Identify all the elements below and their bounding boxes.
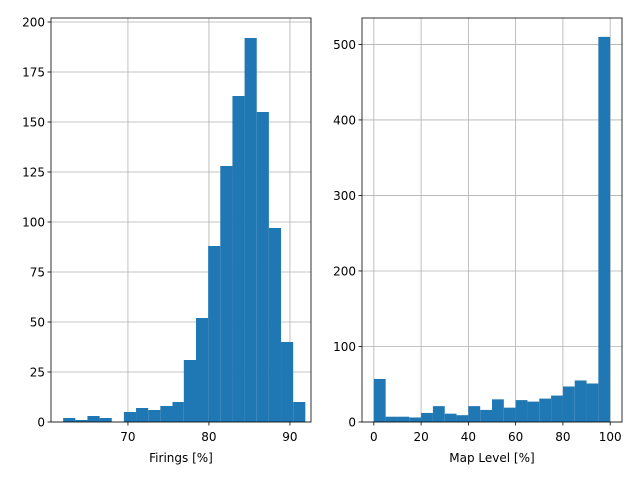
histogram-bar [492, 399, 504, 422]
x-tick-label: 20 [413, 430, 428, 444]
x-axis-label: Map Level [%] [449, 451, 534, 465]
y-tick-label: 100 [333, 340, 356, 354]
histogram-bar [503, 407, 516, 422]
histogram-bar [373, 378, 386, 422]
histogram-bar [208, 246, 221, 422]
histogram-bar [75, 420, 88, 422]
histogram-bar [444, 413, 457, 422]
histogram-bar [281, 342, 294, 422]
histogram-bar [244, 38, 257, 422]
histogram-bar [63, 418, 76, 422]
histogram-bar [397, 416, 410, 422]
y-tick-label: 300 [333, 189, 356, 203]
histogram-bar [456, 415, 469, 422]
histogram-bar [160, 406, 173, 422]
histogram-bar [432, 406, 445, 422]
histogram-bar [123, 412, 137, 422]
axes-frame [50, 17, 312, 423]
histogram-bar [99, 418, 112, 422]
histogram-bar [409, 417, 422, 422]
x-tick-label: 80 [555, 430, 570, 444]
histogram-bar [468, 406, 481, 422]
subplot-1: 70 80 90 0 25 50 75 100 125 150 175 200 Firings [%] [22, 16, 312, 465]
histogram-bar [232, 96, 245, 422]
y-tick-label: 175 [22, 66, 45, 80]
histogram-bar [421, 412, 433, 422]
histogram-bar [527, 401, 540, 422]
x-tick-label: 60 [508, 430, 523, 444]
histogram-bar [562, 386, 575, 422]
histogram-bar [148, 410, 161, 422]
y-tick-label: 200 [22, 16, 45, 30]
y-tick-label: 50 [30, 316, 45, 330]
histogram-bar [480, 409, 492, 422]
histogram-bar [598, 36, 611, 422]
histogram-bar [220, 166, 233, 422]
histogram-bar [268, 228, 282, 422]
x-tick-label: 100 [599, 430, 622, 444]
y-tick-label: 125 [22, 166, 45, 180]
histogram-bar [293, 402, 306, 422]
histogram-bar [87, 416, 100, 422]
x-tick-label: 80 [201, 430, 216, 444]
y-tick-label: 400 [333, 113, 356, 127]
x-tick-label: 0 [370, 430, 378, 444]
y-tick-label: 0 [37, 416, 45, 430]
histogram-bar [256, 112, 269, 422]
histogram-bar [515, 400, 528, 422]
x-tick-label: 90 [282, 430, 297, 444]
y-tick-label: 100 [22, 216, 45, 230]
histogram-bar [172, 402, 184, 422]
histogram-bar [551, 395, 563, 422]
y-tick-label: 200 [333, 264, 356, 278]
x-axis-label: Firings [%] [149, 451, 213, 465]
y-tick-label: 150 [22, 116, 45, 130]
y-tick-label: 75 [30, 266, 45, 280]
histogram-bar [195, 318, 209, 422]
y-tick-label: 0 [348, 416, 356, 430]
histogram-bar [385, 416, 398, 422]
x-tick-label: 70 [120, 430, 135, 444]
histogram-bar [586, 383, 599, 422]
x-tick-label: 40 [461, 430, 476, 444]
histogram-bar [183, 360, 196, 422]
histogram-bar [539, 398, 552, 422]
y-tick-label: 25 [30, 366, 45, 380]
axes-frame [361, 17, 623, 423]
subplot-2: 0 20 40 60 80 100 0 100 200 300 400 500 Map Level [%… [333, 17, 623, 465]
histogram-bar [574, 380, 587, 422]
histogram-bar [136, 408, 149, 422]
y-tick-label: 500 [333, 38, 356, 52]
